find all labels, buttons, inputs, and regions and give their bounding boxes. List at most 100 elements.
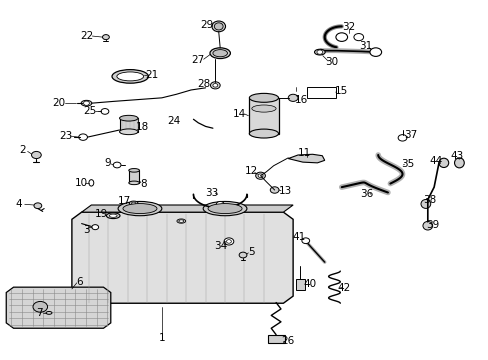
Text: 36: 36 [360, 189, 373, 199]
Ellipse shape [89, 180, 94, 186]
Text: 20: 20 [52, 98, 65, 108]
Circle shape [113, 162, 121, 168]
Polygon shape [72, 296, 81, 309]
Polygon shape [287, 154, 324, 163]
Ellipse shape [119, 129, 138, 135]
Text: 42: 42 [337, 283, 350, 293]
Ellipse shape [203, 202, 246, 216]
Polygon shape [6, 287, 111, 328]
Ellipse shape [128, 181, 139, 185]
Circle shape [301, 238, 309, 244]
Circle shape [353, 33, 363, 41]
Text: 38: 38 [423, 195, 436, 204]
Ellipse shape [314, 49, 325, 55]
Ellipse shape [118, 202, 162, 216]
Circle shape [31, 152, 41, 158]
Bar [295, 279, 305, 290]
Circle shape [33, 301, 47, 312]
Text: 39: 39 [425, 220, 438, 230]
Text: 6: 6 [76, 277, 82, 287]
Ellipse shape [109, 214, 117, 217]
Circle shape [335, 33, 347, 41]
Bar [267, 335, 285, 342]
Text: 1: 1 [158, 333, 165, 343]
Ellipse shape [128, 168, 139, 172]
Ellipse shape [438, 158, 448, 167]
Text: 12: 12 [244, 166, 258, 176]
Text: 10: 10 [75, 178, 88, 188]
Circle shape [397, 135, 406, 141]
Ellipse shape [179, 220, 183, 222]
Text: 15: 15 [334, 86, 347, 96]
Ellipse shape [211, 21, 225, 32]
Text: 28: 28 [197, 79, 210, 89]
Circle shape [34, 203, 41, 208]
Text: 13: 13 [279, 186, 292, 197]
Text: 4: 4 [16, 199, 22, 209]
Circle shape [216, 202, 224, 207]
Text: 27: 27 [191, 55, 204, 65]
Text: 23: 23 [60, 131, 73, 141]
Text: 17: 17 [118, 197, 131, 206]
Text: 25: 25 [83, 107, 97, 116]
Text: 43: 43 [450, 151, 463, 161]
Circle shape [102, 35, 109, 40]
Text: 3: 3 [83, 225, 90, 235]
Circle shape [101, 109, 109, 114]
Ellipse shape [106, 213, 120, 219]
Text: 40: 40 [303, 279, 316, 289]
Ellipse shape [129, 201, 138, 205]
Text: 18: 18 [136, 122, 149, 132]
Ellipse shape [177, 219, 185, 223]
Ellipse shape [420, 199, 430, 208]
Ellipse shape [249, 129, 278, 138]
Text: 16: 16 [295, 95, 308, 105]
Text: 44: 44 [429, 156, 442, 166]
Text: 19: 19 [94, 209, 107, 219]
Circle shape [226, 240, 231, 243]
Bar [306, 87, 335, 98]
Text: 33: 33 [204, 188, 218, 198]
Circle shape [270, 187, 279, 193]
Circle shape [83, 101, 89, 105]
Text: 34: 34 [214, 241, 227, 251]
Circle shape [287, 94, 297, 102]
Circle shape [224, 238, 233, 245]
Circle shape [255, 172, 265, 179]
Text: 2: 2 [19, 145, 25, 156]
Text: 30: 30 [325, 57, 338, 67]
Text: 9: 9 [104, 158, 110, 168]
Text: 32: 32 [341, 22, 354, 32]
Bar [119, 118, 138, 132]
Polygon shape [81, 205, 292, 212]
Ellipse shape [422, 221, 432, 230]
Circle shape [210, 82, 220, 89]
Ellipse shape [249, 93, 278, 102]
Text: 41: 41 [292, 232, 305, 242]
Ellipse shape [207, 203, 242, 213]
Text: 8: 8 [140, 179, 146, 189]
Ellipse shape [112, 69, 148, 83]
Ellipse shape [122, 203, 157, 213]
Text: 35: 35 [400, 159, 413, 169]
Ellipse shape [117, 72, 143, 81]
Circle shape [92, 225, 99, 230]
Polygon shape [72, 212, 292, 303]
Text: 11: 11 [297, 148, 310, 158]
Text: 7: 7 [36, 308, 42, 318]
Circle shape [239, 252, 246, 258]
Bar [249, 98, 278, 134]
Circle shape [369, 48, 381, 57]
Ellipse shape [46, 311, 52, 314]
Text: 14: 14 [233, 109, 246, 119]
Ellipse shape [119, 115, 138, 121]
Text: 29: 29 [200, 20, 213, 30]
Text: 37: 37 [404, 130, 417, 140]
Text: 5: 5 [248, 247, 255, 257]
Ellipse shape [251, 105, 276, 112]
Circle shape [79, 134, 87, 140]
Ellipse shape [81, 100, 92, 106]
Text: 26: 26 [281, 336, 294, 346]
Text: 31: 31 [359, 41, 372, 51]
Text: 24: 24 [167, 116, 180, 126]
